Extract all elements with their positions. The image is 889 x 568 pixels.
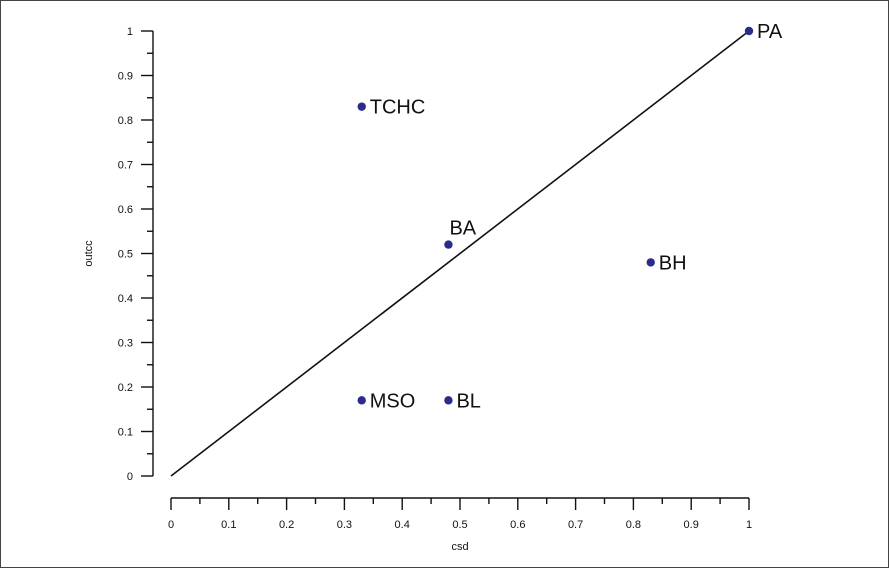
point-bh <box>646 258 655 267</box>
x-tick-label: 0.1 <box>221 519 236 531</box>
point-ba <box>444 240 453 249</box>
point-label-bl: BL <box>456 390 480 412</box>
points-layer: PA TCHC BA BH MSO BL <box>357 21 783 412</box>
x-tick-label: 0.2 <box>279 519 294 531</box>
x-tick-label: 0.6 <box>510 519 525 531</box>
y-tick-label: 0.3 <box>118 338 133 350</box>
point-bl <box>444 396 453 405</box>
point-label-tchc: TCHC <box>370 97 426 119</box>
y-tick-label: 0.7 <box>118 160 133 172</box>
y-tick-label: 0.8 <box>118 115 133 127</box>
y-tick-label: 1 <box>127 26 133 38</box>
point-label-ba: BA <box>449 218 476 240</box>
point-pa <box>744 26 754 36</box>
y-tick-label: 0.6 <box>118 204 133 216</box>
x-tick-label: 0.9 <box>684 519 699 531</box>
x-tick-label: 0.4 <box>395 519 410 531</box>
x-tick-label: 0.5 <box>452 519 467 531</box>
x-tick-label: 0 <box>168 519 174 531</box>
x-tick-label: 1 <box>746 519 752 531</box>
y-tick-label: 0 <box>127 471 133 483</box>
axes: 0 0.1 0.2 0.3 0.4 0.5 0.6 0.7 0.8 0.9 1 0 0.1 0.2 0.3 0… <box>118 26 752 531</box>
point-mso <box>357 396 366 405</box>
y-axis-title: outcc <box>83 240 95 267</box>
x-tick-label: 0.3 <box>337 519 352 531</box>
x-tick-label: 0.8 <box>626 519 641 531</box>
y-tick-label: 0.2 <box>118 382 133 394</box>
reference-line-layer <box>170 30 750 477</box>
reference-line <box>170 30 750 477</box>
x-axis-title: csd <box>451 541 468 553</box>
y-tick-label: 0.9 <box>118 71 133 83</box>
y-tick-label: 0.5 <box>118 249 133 261</box>
point-label-bh: BH <box>659 252 687 274</box>
y-tick-label: 0.4 <box>118 293 133 305</box>
point-tchc <box>357 102 366 111</box>
point-label-mso: MSO <box>370 390 416 412</box>
point-label-pa: PA <box>757 21 783 43</box>
y-tick-label: 0.1 <box>118 427 133 439</box>
x-tick-label: 0.7 <box>568 519 583 531</box>
